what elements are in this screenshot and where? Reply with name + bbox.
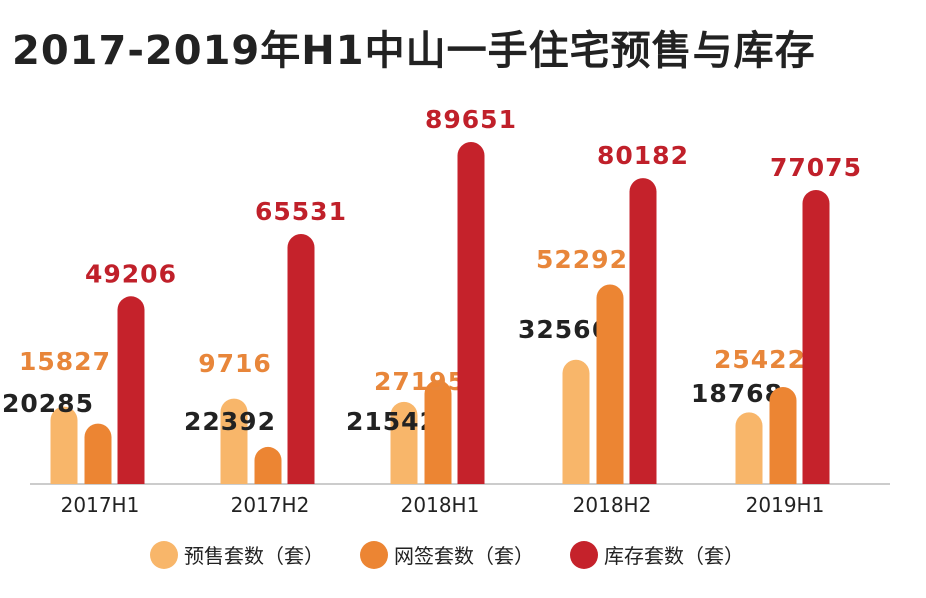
bar-inventory-2019H1 xyxy=(802,189,830,484)
x-tick-label-2017H2: 2017H2 xyxy=(231,493,310,517)
bar-inventory-2017H1 xyxy=(117,296,145,484)
x-tick-label-2018H2: 2018H2 xyxy=(573,493,652,517)
data-label-inventory-2018H2: 80182 xyxy=(597,141,689,170)
legend-item-presale: 预售套数（套） xyxy=(150,540,324,569)
legend-swatch-presale xyxy=(150,540,178,569)
data-label-signed-2018H1: 27195 xyxy=(374,367,466,396)
data-label-inventory-2019H1: 77075 xyxy=(770,153,862,182)
x-tick-label-2017H1: 2017H1 xyxy=(61,493,140,517)
data-label-presale-2017H2: 22392 xyxy=(184,407,276,436)
legend-item-signed: 网签套数（套） xyxy=(360,540,534,569)
legend-swatch-inventory xyxy=(570,540,598,569)
bar-inventory-2018H1 xyxy=(457,142,485,484)
chart-title: 2017-2019年H1中山一手住宅预售与库存 xyxy=(12,28,816,74)
data-label-signed-2017H2: 9716 xyxy=(198,349,272,378)
bar-inventory-2018H2 xyxy=(629,178,657,485)
legend-label-inventory: 库存套数（套） xyxy=(604,544,744,568)
data-label-presale-2019H1: 18768 xyxy=(691,379,783,408)
bar-signed-2018H2 xyxy=(596,284,624,484)
data-label-signed-2017H1: 15827 xyxy=(19,347,111,376)
bar-signed-2019H1 xyxy=(769,387,797,484)
bar-signed-2017H1 xyxy=(84,423,112,484)
bar-presale-2018H2 xyxy=(562,359,590,484)
bar-presale-2017H1 xyxy=(50,406,78,484)
data-label-presale-2018H2: 32566 xyxy=(518,315,610,344)
data-label-inventory-2017H1: 49206 xyxy=(85,259,177,288)
legend-swatch-signed xyxy=(360,540,388,569)
legend-label-presale: 预售套数（套） xyxy=(184,544,324,568)
data-label-inventory-2018H1: 89651 xyxy=(425,105,517,134)
data-label-presale-2017H1: 20285 xyxy=(2,389,94,418)
data-label-signed-2018H2: 52292 xyxy=(536,245,628,274)
data-label-signed-2019H1: 25422 xyxy=(714,345,806,374)
x-tick-label-2018H1: 2018H1 xyxy=(401,493,480,517)
bar-signed-2018H1 xyxy=(424,380,452,484)
bar-inventory-2017H2 xyxy=(287,234,315,484)
bar-presale-2019H1 xyxy=(735,412,763,484)
data-label-inventory-2017H2: 65531 xyxy=(255,197,347,226)
bar-signed-2017H2 xyxy=(254,446,282,484)
x-tick-label-2019H1: 2019H1 xyxy=(746,493,825,517)
data-label-presale-2018H1: 21542 xyxy=(346,407,438,436)
legend-label-signed: 网签套数（套） xyxy=(394,544,534,568)
bar-presale-2017H2 xyxy=(220,398,248,484)
legend: 预售套数（套） 网签套数（套） 库存套数（套） xyxy=(150,540,744,569)
legend-item-inventory: 库存套数（套） xyxy=(570,540,744,569)
bar-presale-2018H1 xyxy=(390,401,418,484)
